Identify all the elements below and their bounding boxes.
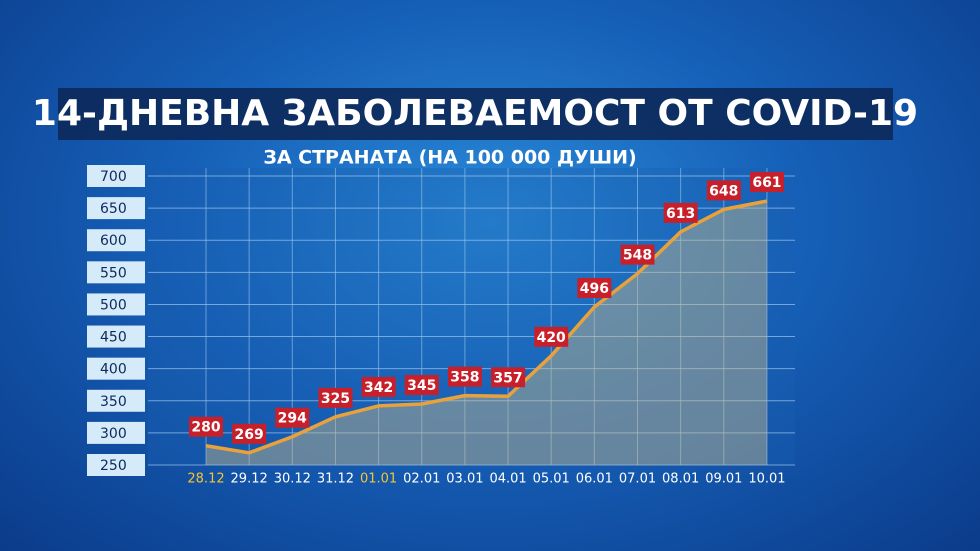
- value-label: 648: [709, 183, 738, 199]
- x-tick-label: 08.01: [662, 472, 699, 487]
- value-label: 661: [752, 175, 781, 191]
- x-tick-label: 29.12: [231, 472, 268, 487]
- area: [206, 201, 767, 465]
- value-label-box: [620, 244, 655, 265]
- value-label-box: [534, 326, 569, 347]
- y-tick-box: [87, 454, 145, 476]
- value-label-box: [663, 202, 698, 223]
- x-tick-label: 07.01: [619, 472, 656, 487]
- x-tick-label: 03.01: [446, 472, 483, 487]
- value-label-box: [318, 387, 353, 408]
- value-label-box: [232, 423, 267, 444]
- y-tick-box: [87, 261, 145, 284]
- chart-title: 14-ДНЕВНА ЗАБОЛЕВАЕМОСТ ОТ COVID-19: [32, 93, 918, 134]
- y-tick-label: 300: [100, 426, 127, 442]
- y-tick-box: [87, 389, 145, 412]
- value-label-box: [404, 374, 439, 395]
- value-label: 342: [364, 380, 393, 396]
- y-tick-box: [87, 229, 145, 252]
- y-tick-label: 650: [100, 201, 127, 217]
- y-tick-box: [87, 293, 145, 316]
- y-tick-box: [87, 197, 145, 220]
- value-label: 496: [580, 281, 609, 297]
- y-tick-label: 500: [100, 297, 127, 313]
- value-label-box: [491, 367, 526, 388]
- value-label-box: [275, 407, 310, 428]
- value-label: 294: [278, 411, 307, 427]
- y-tick-label: 400: [100, 362, 127, 378]
- x-tick-label: 05.01: [533, 472, 570, 487]
- y-tick-box: [87, 421, 145, 444]
- value-label: 613: [666, 206, 695, 222]
- x-tick-label: 31.12: [317, 472, 354, 487]
- value-label-box: [361, 376, 396, 397]
- y-tick-label: 250: [100, 458, 127, 474]
- y-tick-label: 450: [100, 330, 127, 346]
- x-tick-label: 01.01: [360, 472, 397, 487]
- x-tick-label: 30.12: [274, 472, 311, 487]
- y-tick-box: [87, 357, 145, 380]
- title-box: [58, 88, 893, 140]
- x-tick-label: 28.12: [187, 472, 224, 487]
- y-tick-label: 700: [100, 169, 127, 185]
- value-label-box: [189, 416, 223, 437]
- y-tick-box: [87, 165, 145, 187]
- value-label: 269: [235, 427, 264, 443]
- line: [205, 199, 768, 455]
- y-tick-label: 350: [100, 394, 127, 410]
- value-label-box: [577, 278, 612, 299]
- x-tick-label: 02.01: [403, 472, 440, 487]
- value-label: 420: [537, 330, 566, 346]
- value-label: 280: [191, 420, 220, 436]
- value-label-box: [706, 180, 741, 201]
- value-label: 345: [407, 378, 436, 394]
- y-tick-label: 600: [100, 233, 127, 249]
- y-tick-label: 550: [100, 265, 127, 281]
- value-label: 548: [623, 248, 652, 264]
- value-label: 325: [321, 391, 350, 407]
- value-label: 357: [493, 370, 522, 386]
- x-tick-label: 09.01: [705, 472, 742, 487]
- value-label-box: [447, 366, 482, 387]
- value-label-box: [749, 172, 784, 193]
- x-tick-label: 10.01: [748, 472, 785, 487]
- x-tick-label: 06.01: [576, 472, 613, 487]
- y-tick-box: [87, 325, 145, 348]
- x-tick-label: 04.01: [489, 472, 526, 487]
- value-label: 358: [450, 370, 479, 386]
- chart-subtitle: ЗА СТРАНАТА (НА 100 000 ДУШИ): [263, 147, 636, 169]
